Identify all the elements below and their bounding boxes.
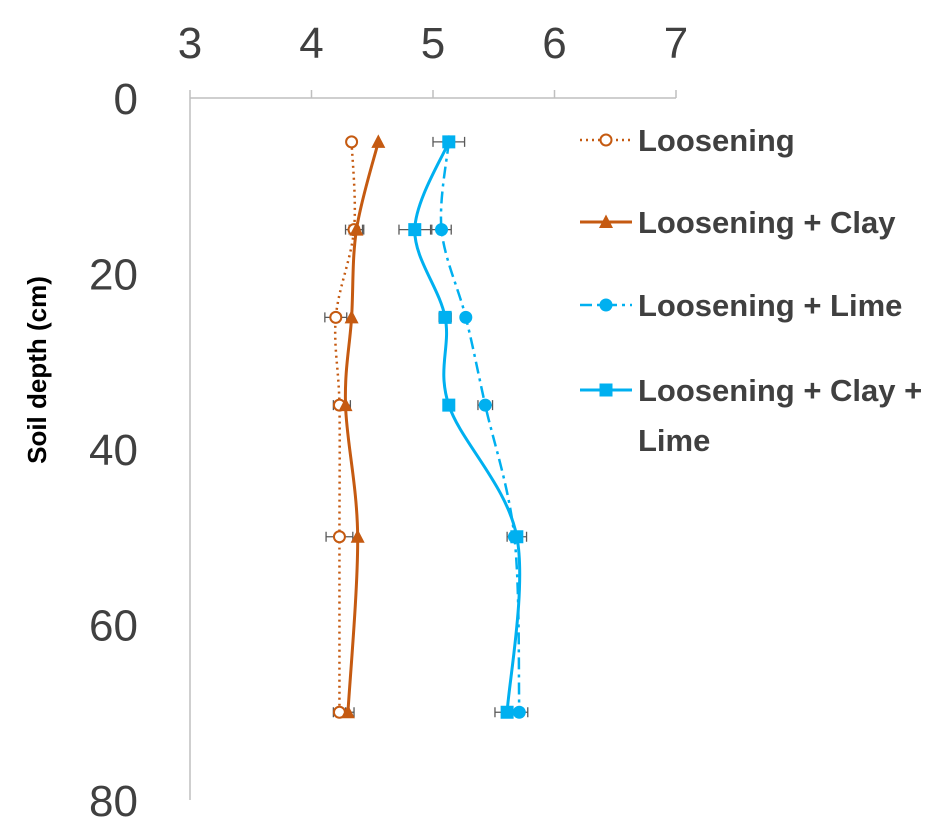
- series-line-2: [439, 141, 521, 713]
- data-point: [408, 223, 422, 237]
- y-tick-label: 20: [89, 251, 138, 300]
- data-point: [478, 398, 492, 412]
- x-tick-label: 3: [178, 19, 202, 68]
- data-point: [344, 309, 359, 324]
- legend-label: Loosening + Clay +: [638, 373, 922, 408]
- legend: Loosening Loosening + Clay Loosening + Lim…: [580, 123, 922, 458]
- x-tick-label: 4: [299, 19, 323, 68]
- axes: 3 4 5 6 7 0 20 40 60 80: [89, 19, 688, 826]
- legend-label: Loosening + Clay: [638, 205, 896, 240]
- legend-label: Loosening: [638, 123, 795, 158]
- y-tick-label: 40: [89, 426, 138, 475]
- x-tick-label: 6: [542, 19, 566, 68]
- data-point: [510, 530, 524, 544]
- data-point: [435, 223, 449, 237]
- data-point: [345, 135, 359, 149]
- data-point: [340, 704, 355, 719]
- data-point: [350, 529, 365, 543]
- y-tick-label: 60: [89, 602, 138, 651]
- data-point: [459, 310, 473, 324]
- legend-item-0: Loosening: [580, 123, 795, 158]
- data-point: [329, 310, 343, 324]
- data-point: [500, 705, 514, 719]
- y-tick-label: 0: [114, 75, 138, 124]
- data-point: [438, 310, 452, 324]
- series-markers: [329, 134, 526, 719]
- data-point: [442, 135, 456, 149]
- legend-label: Loosening + Lime: [638, 288, 902, 323]
- legend-marker: [599, 133, 613, 147]
- y-tick-label: 80: [89, 777, 138, 826]
- x-tick-label: 7: [664, 19, 688, 68]
- data-point: [349, 222, 364, 236]
- data-point: [332, 530, 346, 544]
- data-point: [371, 134, 386, 148]
- data-point: [442, 398, 456, 412]
- legend-marker: [599, 383, 613, 397]
- legend-marker: [599, 214, 613, 228]
- legend-item-3: Loosening + Clay + Lime: [580, 373, 922, 458]
- data-point: [512, 705, 526, 719]
- legend-item-2: Loosening + Lime: [580, 288, 902, 323]
- y-axis-label: Soil depth (cm): [22, 276, 52, 464]
- legend-label: Lime: [638, 423, 710, 458]
- data-point: [338, 397, 353, 412]
- legend-item-1: Loosening + Clay: [580, 205, 896, 240]
- x-tick-label: 5: [421, 19, 445, 68]
- legend-marker: [599, 298, 613, 312]
